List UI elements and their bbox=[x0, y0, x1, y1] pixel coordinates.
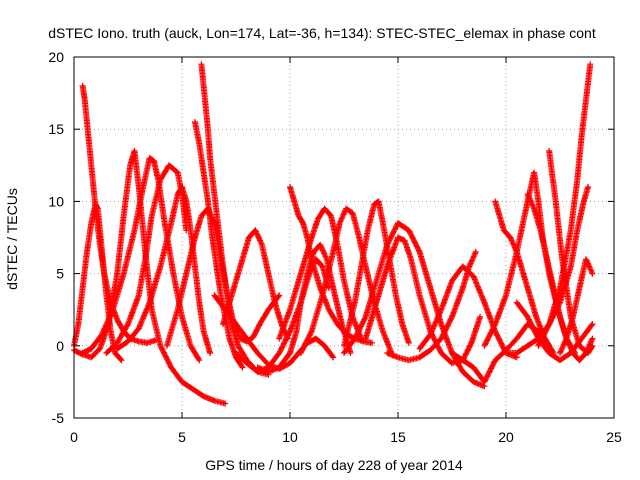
series-markers bbox=[513, 299, 596, 364]
series-markers bbox=[79, 155, 203, 364]
series-21 bbox=[449, 321, 553, 385]
series-29 bbox=[513, 299, 596, 364]
x-tick-label: 10 bbox=[282, 429, 298, 445]
y-tick-label: 15 bbox=[48, 121, 64, 137]
series-markers bbox=[114, 184, 214, 356]
series-markers bbox=[163, 205, 283, 349]
y-tick-label: 0 bbox=[56, 338, 64, 354]
x-tick-label: 25 bbox=[606, 429, 622, 445]
series-markers bbox=[362, 234, 484, 367]
series-3 bbox=[79, 155, 203, 364]
series-markers bbox=[254, 241, 354, 375]
x-tick-label: 15 bbox=[390, 429, 406, 445]
series-4 bbox=[103, 162, 190, 356]
grid-layer bbox=[74, 57, 614, 418]
chart-title: dSTEC Iono. truth (auck, Lon=174, Lat=-3… bbox=[48, 25, 596, 41]
series-markers bbox=[384, 248, 479, 364]
series-9 bbox=[220, 227, 291, 342]
x-tick-label: 5 bbox=[178, 429, 186, 445]
y-axis-label: dSTEC / TECUs bbox=[4, 188, 20, 290]
plot-frame bbox=[73, 56, 615, 419]
y-tick-label: 20 bbox=[48, 49, 64, 65]
series-5 bbox=[114, 184, 214, 356]
series-18 bbox=[362, 234, 484, 367]
series-26 bbox=[535, 61, 594, 349]
data-layer bbox=[71, 61, 596, 407]
series-markers bbox=[220, 227, 291, 342]
y-tick-label: 10 bbox=[48, 193, 64, 209]
x-axis-label: GPS time / hours of day 228 of year 2014 bbox=[205, 457, 463, 473]
series-8 bbox=[163, 205, 283, 349]
series-28 bbox=[557, 256, 596, 356]
tick-layer: 0 5 10 15 20 25 -5 0 5 10 15 20 bbox=[48, 49, 622, 445]
y-tick-label: 5 bbox=[56, 266, 64, 282]
y-tick-label: -5 bbox=[52, 410, 65, 426]
series-markers bbox=[276, 205, 365, 342]
x-tick-label: 0 bbox=[70, 429, 78, 445]
x-tick-label: 20 bbox=[498, 429, 514, 445]
series-markers bbox=[535, 61, 594, 349]
series-14 bbox=[276, 205, 365, 342]
series-markers bbox=[103, 162, 190, 356]
series-markers bbox=[449, 321, 553, 385]
series-markers bbox=[557, 256, 596, 356]
series-12 bbox=[254, 241, 354, 375]
series-19 bbox=[384, 248, 479, 364]
